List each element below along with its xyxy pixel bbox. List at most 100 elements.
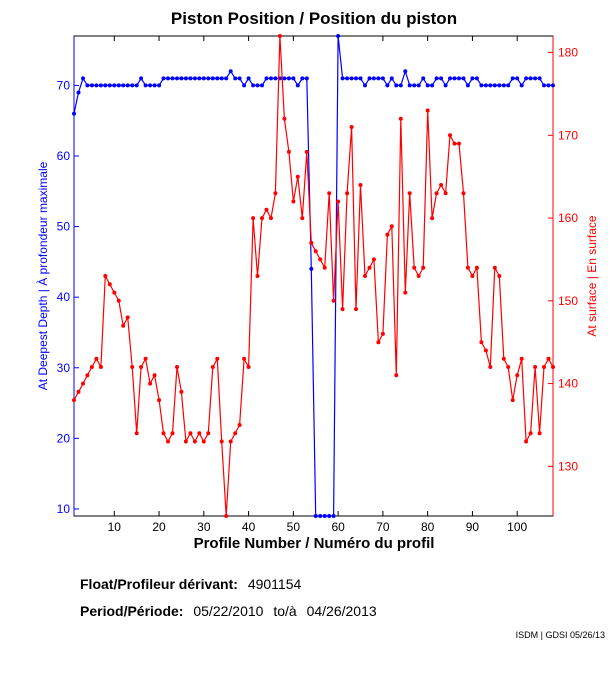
data-point-right-79 (421, 265, 426, 270)
data-point-right-33 (215, 356, 220, 361)
data-point-left-4 (85, 83, 90, 88)
data-point-left-9 (107, 83, 112, 88)
left-tick-label-1: 20 (57, 431, 71, 445)
data-point-left-33 (215, 76, 220, 81)
data-point-right-80 (425, 108, 430, 113)
data-point-left-82 (434, 76, 439, 81)
data-point-right-16 (139, 365, 144, 369)
data-point-right-105 (537, 431, 542, 436)
data-point-right-30 (201, 439, 206, 444)
data-point-left-37 (233, 76, 238, 81)
data-point-left-60 (336, 34, 341, 38)
data-point-right-78 (416, 274, 421, 278)
x-tick-label-1: 20 (152, 520, 166, 534)
data-point-left-89 (465, 83, 470, 88)
series-layer (72, 34, 555, 518)
data-point-left-42 (255, 83, 260, 88)
data-point-right-34 (219, 439, 224, 444)
right-tick-label-1: 140 (558, 377, 578, 391)
data-point-right-43 (260, 216, 264, 221)
data-point-left-90 (470, 76, 475, 81)
data-point-left-52 (300, 76, 305, 81)
data-point-right-32 (210, 365, 215, 369)
data-point-left-34 (219, 76, 224, 81)
data-point-left-68 (371, 76, 376, 81)
data-point-right-95 (492, 265, 497, 270)
left-tick-label-5: 60 (57, 149, 71, 163)
data-point-left-18 (148, 83, 153, 88)
data-point-right-11 (116, 298, 121, 303)
data-point-right-55 (313, 249, 318, 254)
float-value: 4901154 (247, 576, 302, 592)
data-point-left-96 (497, 83, 502, 88)
data-point-right-9 (107, 282, 112, 287)
left-tick-label-4: 50 (57, 220, 71, 234)
data-point-left-61 (340, 76, 345, 81)
data-point-right-81 (430, 216, 435, 221)
data-point-left-73 (394, 83, 399, 88)
data-point-right-101 (519, 356, 524, 361)
right-tick-label-5: 180 (558, 46, 578, 60)
data-point-left-101 (519, 83, 524, 88)
data-point-left-30 (201, 76, 206, 81)
data-point-right-23 (170, 431, 175, 436)
data-point-right-60 (336, 199, 341, 204)
plot-frame (73, 35, 554, 517)
right-tick-label-4: 170 (558, 128, 578, 142)
series-line-left (73, 35, 553, 517)
data-point-left-36 (228, 69, 233, 74)
data-point-right-77 (412, 265, 417, 270)
data-point-right-17 (143, 356, 148, 361)
data-point-right-25 (179, 389, 184, 394)
data-point-right-68 (371, 257, 376, 262)
data-point-left-98 (506, 83, 511, 88)
period-start: 05/22/2010 (193, 603, 264, 619)
data-point-right-41 (251, 216, 256, 221)
float-info: Float/Profileur dérivant: 4901154 (80, 576, 301, 592)
data-point-left-14 (130, 83, 135, 88)
data-point-left-69 (376, 76, 381, 81)
data-point-left-11 (116, 83, 121, 88)
data-point-left-67 (367, 76, 372, 81)
data-point-left-7 (98, 83, 103, 88)
data-point-right-1 (72, 398, 76, 403)
data-point-left-65 (358, 76, 363, 81)
data-point-right-48 (282, 116, 287, 121)
data-point-left-103 (528, 76, 533, 81)
right-axis-label: At surface | En surface (585, 215, 599, 336)
data-point-right-98 (506, 365, 511, 369)
data-point-left-17 (143, 83, 148, 88)
x-axis-label: Profile Number / Numéro du profil (194, 535, 435, 552)
data-point-left-99 (510, 76, 515, 81)
data-point-left-94 (488, 83, 493, 88)
data-point-left-15 (134, 83, 139, 88)
x-tick-label-6: 70 (376, 520, 390, 534)
data-point-right-14 (130, 365, 135, 369)
data-point-right-91 (474, 265, 479, 270)
period-separator: to/à (273, 603, 297, 619)
data-point-left-16 (139, 76, 144, 81)
data-point-left-21 (161, 76, 166, 81)
data-point-right-15 (134, 431, 139, 436)
data-point-right-20 (157, 398, 162, 403)
data-point-right-5 (89, 365, 94, 369)
data-point-right-72 (389, 224, 394, 229)
x-tick-label-7: 80 (421, 520, 435, 534)
data-point-right-54 (309, 240, 314, 245)
data-point-right-100 (515, 373, 520, 378)
data-point-right-52 (300, 216, 305, 221)
period-end: 04/26/2013 (306, 603, 377, 619)
data-point-right-61 (340, 307, 345, 312)
data-point-right-35 (224, 514, 229, 518)
data-point-right-97 (501, 356, 506, 361)
data-point-right-64 (354, 307, 358, 312)
data-point-right-39 (242, 356, 247, 361)
data-point-left-85 (448, 76, 452, 81)
data-point-left-24 (175, 76, 179, 81)
data-point-right-74 (398, 116, 403, 121)
data-point-right-36 (228, 439, 233, 444)
data-point-right-83 (439, 183, 444, 187)
data-point-right-8 (103, 274, 108, 278)
left-tick-label-6: 70 (57, 78, 71, 92)
data-point-left-102 (524, 76, 529, 81)
